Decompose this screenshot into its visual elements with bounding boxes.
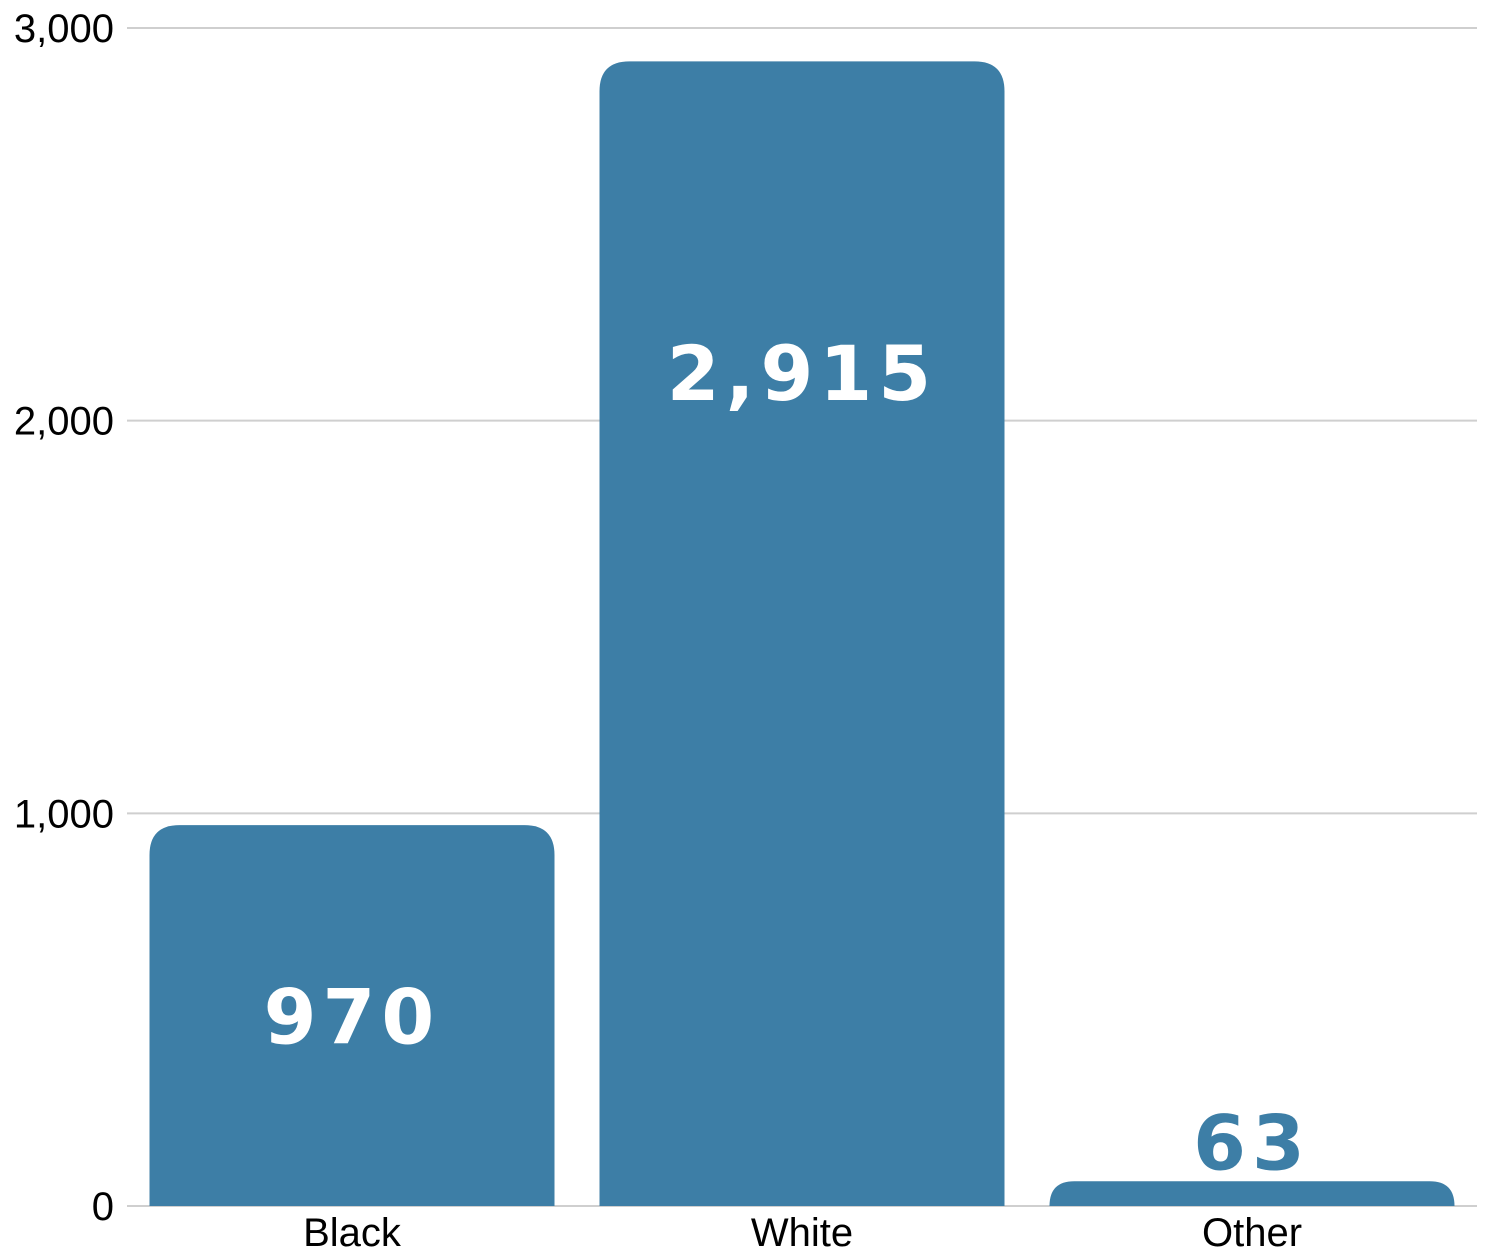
x-tick-label-other: Other: [1202, 1211, 1302, 1251]
x-axis-tick-labels: Black White Other: [303, 1211, 1302, 1251]
x-tick-label-white: White: [751, 1211, 853, 1251]
x-tick-label-black: Black: [303, 1211, 402, 1251]
data-label-black: 970: [264, 973, 441, 1062]
y-tick-label: 0: [92, 1185, 114, 1229]
y-tick-label: 3,000: [14, 7, 114, 51]
y-tick-label: 1,000: [14, 792, 114, 836]
bar-black: [149, 825, 555, 1206]
data-label-other: 63: [1193, 1098, 1311, 1187]
bar-white: [599, 61, 1005, 1206]
y-tick-label: 2,000: [14, 400, 114, 444]
data-labels: 970 2,915 63: [264, 329, 1311, 1187]
data-label-white: 2,915: [667, 329, 937, 418]
bar-other: [1049, 1181, 1455, 1206]
bars: [149, 61, 1455, 1206]
y-axis-tick-labels: 0 1,000 2,000 3,000: [14, 7, 114, 1229]
